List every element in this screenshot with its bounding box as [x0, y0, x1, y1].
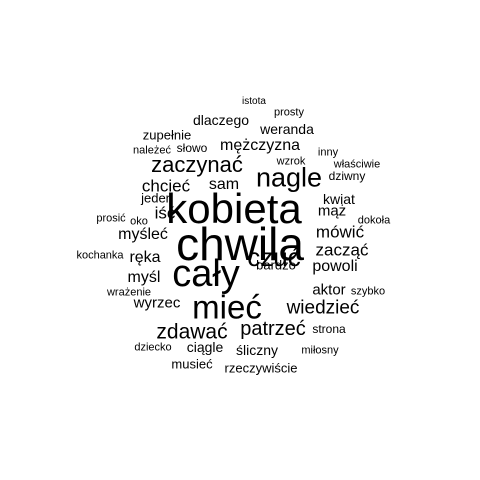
- word-slowo: słowo: [176, 141, 208, 155]
- word-szybko: szybko: [350, 285, 386, 298]
- word-chwila: chwila: [176, 218, 304, 270]
- word-wiedziec: wiedzieć: [286, 297, 360, 319]
- word-maz: mąż: [317, 202, 347, 220]
- word-dlaczego: dlaczego: [192, 112, 250, 128]
- word-oko: oko: [130, 215, 148, 228]
- word-zaczac: zacząć: [315, 240, 369, 260]
- word-musiec: musieć: [171, 356, 213, 372]
- word-bardzo: bardzo: [256, 257, 296, 273]
- word-myslec: myśleć: [118, 226, 168, 243]
- word-patrzec: patrzeć: [240, 318, 306, 340]
- word-weranda: weranda: [260, 121, 314, 137]
- word-milosny: miłosny: [301, 344, 339, 357]
- word-prosic: prosić: [96, 212, 126, 225]
- word-wyrzec: wyrzec: [133, 294, 181, 312]
- word-istota: istota: [242, 96, 266, 107]
- word-czuc: czuć: [247, 242, 301, 272]
- word-reka: ręka: [129, 249, 161, 266]
- word-isc: iść: [154, 203, 176, 223]
- word-zdawac: zdawać: [156, 320, 228, 344]
- word-miec: mieć: [192, 288, 262, 326]
- word-wzrok: wzrok: [276, 155, 306, 168]
- word-mowic: mówić: [315, 222, 365, 242]
- word-kobieta: kobieta: [166, 185, 302, 232]
- word-zaczynac: zaczynać: [151, 152, 243, 177]
- word-prosty: prosty: [274, 106, 304, 119]
- word-dokola: dokoła: [357, 214, 391, 227]
- word-dziecko: dziecko: [134, 341, 172, 354]
- word-rzeczywiscie: rzeczywiście: [224, 360, 298, 376]
- word-strona: strona: [312, 322, 346, 336]
- word-mysl: myśl: [127, 269, 161, 286]
- word-zupelnie: zupełnie: [142, 127, 192, 143]
- word-chciec: chcieć: [141, 176, 191, 196]
- word-nalezec: należeć: [133, 144, 171, 157]
- word-sliczny: śliczny: [235, 342, 279, 358]
- word-aktor: aktor: [312, 281, 346, 299]
- word-nagle: nagle: [255, 162, 323, 193]
- word-jeden: jeden: [141, 190, 173, 206]
- word-ciagle: ciągle: [186, 339, 224, 355]
- word-wrazenie: wrażenie: [106, 286, 152, 299]
- word-wlasciwie: właściwie: [333, 158, 381, 171]
- word-inny: inny: [317, 146, 339, 159]
- word-caly: cały: [172, 253, 240, 295]
- word-kwiat: kwiat: [323, 191, 355, 207]
- word-dziwny: dziwny: [328, 169, 366, 183]
- word-powoli: powoli: [312, 258, 358, 275]
- word-mezczyzna: mężczyzna: [219, 137, 301, 154]
- word-kochanka: kochanka: [76, 249, 124, 262]
- word-sam: sam: [208, 176, 240, 193]
